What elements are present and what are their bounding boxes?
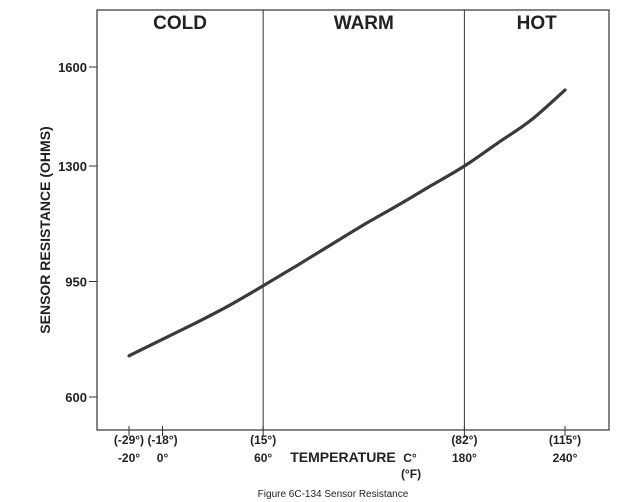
plot-frame (96, 9, 610, 431)
y-tick-label: 1300 (58, 159, 87, 174)
x-tick-label-fahrenheit: 240° (553, 451, 578, 465)
x-tick-label-celsius: (-18°) (147, 433, 177, 447)
x-tick-label-celsius: (-29°) (114, 433, 144, 447)
x-tick-label-fahrenheit: -20° (118, 451, 140, 465)
x-tick-label-fahrenheit: 60° (254, 451, 272, 465)
x-axis-ticks: (-29°) -20° (-18°) 0° (15°) 60° (82°) 180° (115°… (114, 426, 581, 465)
y-tick-label: 1600 (58, 60, 87, 75)
y-axis-ticks: 600 950 1300 1600 (58, 60, 97, 405)
y-tick-label: 950 (65, 275, 87, 290)
band-label-hot: HOT (517, 13, 558, 34)
x-tick-label-celsius: (82°) (451, 433, 477, 447)
y-axis-title: SENSOR RESISTANCE (OHMS) (37, 126, 53, 333)
x-tick-label-fahrenheit: 0° (157, 451, 169, 465)
figure-caption: Figure 6C-134 Sensor Resistance (258, 489, 409, 500)
band-label-cold: COLD (153, 13, 207, 34)
x-tick-label-fahrenheit: 180° (452, 451, 477, 465)
x-tick-label-celsius: (15°) (250, 433, 276, 447)
band-label-warm: WARM (334, 13, 394, 34)
x-axis-title: TEMPERATURE (290, 449, 396, 465)
x-axis-unit-celsius: C° (403, 451, 417, 465)
x-tick-label-celsius: (115°) (549, 433, 581, 447)
resistance-curve (127, 88, 567, 358)
y-tick-label: 600 (65, 390, 87, 405)
x-axis-unit-fahrenheit: (°F) (401, 467, 421, 481)
